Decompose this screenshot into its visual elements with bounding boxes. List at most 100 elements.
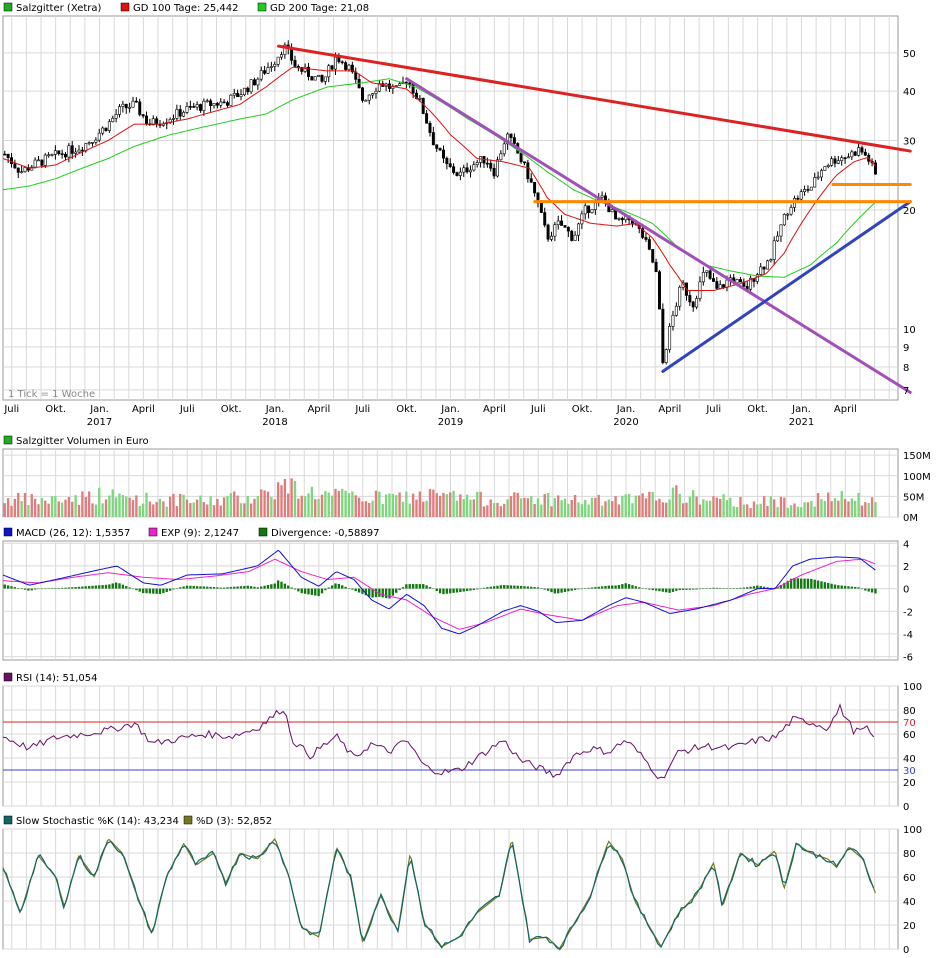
volume-bar bbox=[759, 503, 762, 517]
volume-bar bbox=[175, 506, 179, 517]
volume-bar bbox=[297, 498, 300, 517]
divergence-bar bbox=[428, 587, 432, 589]
divergence-bar bbox=[135, 588, 138, 591]
volume-bar bbox=[469, 499, 472, 517]
candle-body bbox=[722, 284, 726, 288]
volume-bar bbox=[401, 501, 405, 517]
volume-bar bbox=[270, 497, 273, 517]
volume-bar bbox=[634, 495, 638, 517]
volume-bar bbox=[91, 503, 94, 517]
divergence-bar bbox=[327, 587, 330, 589]
volume-bar bbox=[135, 495, 138, 517]
candle-body bbox=[711, 278, 715, 282]
divergence-bar bbox=[462, 588, 465, 592]
candle-body bbox=[10, 157, 13, 164]
candle-body bbox=[600, 195, 604, 198]
divergence-bar bbox=[141, 588, 145, 594]
volume-bar bbox=[152, 504, 155, 517]
legend-swatch-macd bbox=[3, 527, 13, 537]
divergence-bar bbox=[378, 588, 381, 597]
candle-body bbox=[114, 114, 118, 119]
volume-bar bbox=[317, 498, 320, 517]
candle-body bbox=[674, 305, 678, 316]
volume-ytick-label: 100M bbox=[903, 472, 931, 483]
divergence-bar bbox=[182, 586, 185, 589]
trendline-downtrend-purple bbox=[405, 77, 912, 394]
volume-bar bbox=[695, 496, 698, 517]
divergence-bar bbox=[155, 588, 158, 594]
candle-body bbox=[283, 44, 287, 55]
candle-body bbox=[64, 153, 67, 158]
volume-bar bbox=[513, 492, 516, 517]
volume-bar bbox=[229, 493, 233, 517]
divergence-bar bbox=[57, 587, 60, 589]
divergence-bar bbox=[283, 583, 287, 589]
stochastic-ytick-label: 40 bbox=[903, 897, 916, 908]
volume-bar bbox=[71, 501, 74, 517]
divergence-bar bbox=[833, 584, 837, 589]
stochastic-k-line bbox=[2, 840, 875, 951]
divergence-bar bbox=[472, 588, 476, 590]
volume-bar bbox=[820, 499, 823, 517]
price-legend: Salzgitter (Xetra) GD 100 Tage: 25,442 G… bbox=[3, 2, 369, 14]
candle-body bbox=[499, 153, 503, 161]
candle-body bbox=[290, 48, 294, 61]
volume-bar bbox=[239, 503, 243, 517]
divergence-bar bbox=[513, 585, 516, 589]
divergence-bar bbox=[381, 588, 384, 598]
volume-bar bbox=[837, 500, 840, 517]
volume-bar bbox=[111, 489, 114, 517]
divergence-bar bbox=[445, 588, 449, 594]
divergence-bar bbox=[179, 587, 182, 589]
volume-bar bbox=[600, 505, 604, 517]
divergence-bar bbox=[364, 588, 368, 596]
divergence-bar bbox=[762, 586, 766, 589]
volume-bar bbox=[516, 492, 519, 517]
volume-bar bbox=[573, 495, 577, 517]
volume-bar bbox=[87, 491, 91, 517]
volume-bar bbox=[23, 493, 27, 517]
divergence-bar bbox=[661, 588, 665, 592]
candle-body bbox=[334, 56, 337, 70]
month-tick-label: Jan. bbox=[440, 404, 460, 415]
divergence-bar bbox=[786, 580, 789, 589]
volume-bar bbox=[725, 499, 729, 517]
legend-swatch-exp bbox=[148, 527, 158, 537]
candle-body bbox=[553, 224, 557, 237]
candle-body bbox=[408, 82, 412, 85]
divergence-bar bbox=[634, 586, 638, 589]
candle-body bbox=[819, 170, 823, 178]
volume-bar bbox=[567, 503, 570, 517]
candle-body bbox=[583, 205, 587, 215]
volume-bar bbox=[391, 493, 395, 517]
divergence-bar bbox=[638, 587, 641, 589]
candle-body bbox=[97, 132, 101, 141]
divergence-bar bbox=[293, 588, 297, 590]
month-tick-label: Okt. bbox=[221, 404, 242, 415]
divergence-bar bbox=[74, 587, 77, 589]
candle-body bbox=[796, 198, 800, 200]
divergence-bar bbox=[290, 587, 293, 589]
volume-bar bbox=[199, 495, 202, 517]
candle-body bbox=[188, 106, 192, 108]
divergence-bar bbox=[98, 585, 101, 589]
volume-bar bbox=[94, 504, 98, 517]
divergence-bar bbox=[324, 588, 327, 591]
candle-body bbox=[539, 202, 543, 213]
divergence-bar bbox=[476, 588, 479, 590]
candle-body bbox=[502, 143, 506, 155]
volume-bar bbox=[692, 490, 695, 517]
divergence-bar bbox=[708, 588, 712, 589]
divergence-bar bbox=[746, 587, 749, 589]
volume-bar bbox=[256, 496, 260, 517]
volume-bar bbox=[320, 494, 324, 517]
volume-bar bbox=[762, 496, 766, 517]
divergence-bar bbox=[722, 588, 725, 589]
divergence-bar bbox=[33, 588, 37, 590]
candle-body bbox=[337, 56, 341, 63]
volume-bar bbox=[688, 496, 692, 517]
volume-bar bbox=[287, 493, 290, 517]
volume-bar bbox=[368, 502, 371, 517]
candle-body bbox=[320, 74, 324, 82]
